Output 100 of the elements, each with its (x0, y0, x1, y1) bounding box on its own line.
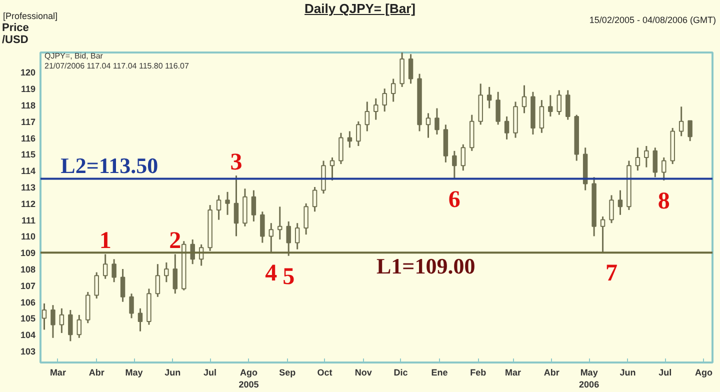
annotation: 7 (606, 260, 618, 287)
candlestick (286, 220, 291, 257)
y-tick-label: 116 (20, 133, 36, 144)
annotation: 8 (658, 188, 670, 214)
candlestick (129, 292, 134, 319)
candlestick (138, 308, 143, 332)
candlestick (59, 308, 64, 334)
candlestick (678, 106, 684, 137)
annotation: QJPY=, Bid, Bar (44, 52, 104, 60)
x-tick-label: Jul (204, 368, 217, 378)
y-tick-label: 119 (20, 84, 36, 94)
candlestick (50, 304, 56, 339)
candlestick (356, 120, 361, 147)
candlestick (408, 53, 414, 84)
chart-subtitle: 15/02/2005 - 04/08/2006 (GMT) (589, 14, 716, 27)
candlestick (330, 156, 335, 182)
y-tick-label: 114 (20, 166, 36, 176)
x-tick-label: Jun (620, 368, 636, 378)
x-tick-label: Ago (695, 368, 714, 378)
candlestick (234, 174, 239, 237)
candlestick (304, 202, 308, 236)
x-tick-label: May 2006 (579, 368, 600, 390)
chart-title: Daily QJPY= [Bar] (304, 1, 416, 16)
candlestick (216, 194, 222, 221)
annotation: 5 (282, 264, 295, 290)
candlestick (522, 84, 527, 114)
x-tick-label: Abr (88, 368, 105, 378)
x-tick-label: Mar (50, 368, 66, 378)
candlestick (172, 253, 178, 294)
annotation: 21/07/2006 117.04 117.04 115.80 116.07 (44, 62, 190, 70)
candlestick (312, 186, 318, 212)
x-tick-label: Abr (544, 368, 560, 378)
candlestick (112, 258, 116, 283)
x-tick-label: Sep (279, 368, 296, 378)
ref-line-label: L1=109.00 (376, 254, 476, 279)
candlestick (504, 116, 510, 140)
annotation: 1 (99, 228, 112, 254)
candlestick (251, 190, 256, 222)
candlestick (434, 108, 440, 136)
candlestick (94, 272, 99, 300)
candlestick (374, 98, 378, 120)
y-tick-label: 108 (20, 264, 36, 275)
y-tick-label: 120 (20, 68, 36, 78)
candlestick (364, 100, 370, 132)
text: [Professional] (3, 10, 58, 23)
annotation: 2 (169, 228, 182, 254)
x-tick-label: Ago 2005 (238, 368, 259, 390)
candlestick (426, 112, 431, 139)
x-tick-label: Dic (394, 368, 408, 378)
candlestick (225, 191, 230, 216)
x-tick-label: Ene (431, 368, 448, 378)
annotation: 3 (230, 150, 242, 176)
candlestick (382, 88, 387, 112)
candlestick (662, 156, 666, 182)
y-tick-label: 110 (20, 232, 36, 242)
x-tick-label: Nov (354, 368, 372, 378)
candlestick (452, 150, 457, 180)
candlestick (635, 146, 640, 172)
y-tick-label: 106 (20, 297, 36, 308)
candlestick (76, 314, 82, 339)
candlestick (260, 210, 265, 244)
candlestick (486, 86, 492, 110)
candlestick (618, 190, 623, 216)
candlestick (347, 130, 352, 148)
y-tick-label: 113 (20, 182, 36, 192)
y-tick-label: 103 (20, 346, 36, 357)
candlestick (496, 91, 500, 126)
candlestick (548, 94, 553, 118)
y-tick-label: 111 (21, 215, 36, 226)
candlestick (688, 120, 692, 142)
x-tick-label: May (125, 368, 143, 378)
y-tick-label: 118 (20, 100, 36, 110)
x-tick-label: Oct (317, 368, 332, 378)
y-tick-label: 104 (20, 330, 36, 340)
y-tick-label: 109 (20, 248, 36, 258)
candlestick (600, 216, 606, 254)
ref-line-label: L2=113.50 (60, 152, 158, 178)
y-tick-label: 105 (20, 314, 36, 324)
candlestick (644, 145, 649, 168)
candlestick (190, 238, 195, 265)
y-tick-label: 117 (20, 116, 36, 127)
candlestick (68, 309, 73, 342)
x-tick-label: Mar (505, 368, 522, 378)
candlestick (164, 262, 169, 283)
candlestick (338, 132, 344, 165)
candlestick (609, 194, 614, 224)
candlestick (652, 146, 658, 178)
annotation: 6 (448, 186, 460, 213)
candlestick (556, 89, 562, 116)
candlestick (294, 222, 300, 250)
candlestick (539, 99, 544, 134)
candlestick (390, 78, 396, 102)
annotation: 4 (265, 260, 278, 287)
y-tick-label: 107 (20, 280, 36, 291)
candlestick (102, 253, 108, 280)
x-tick-label: Feb (470, 368, 487, 378)
candlestick (155, 263, 160, 298)
y-tick-label: 112 (20, 198, 36, 209)
y-axis-title: Price /USD (2, 22, 29, 46)
candlestick (566, 89, 570, 120)
